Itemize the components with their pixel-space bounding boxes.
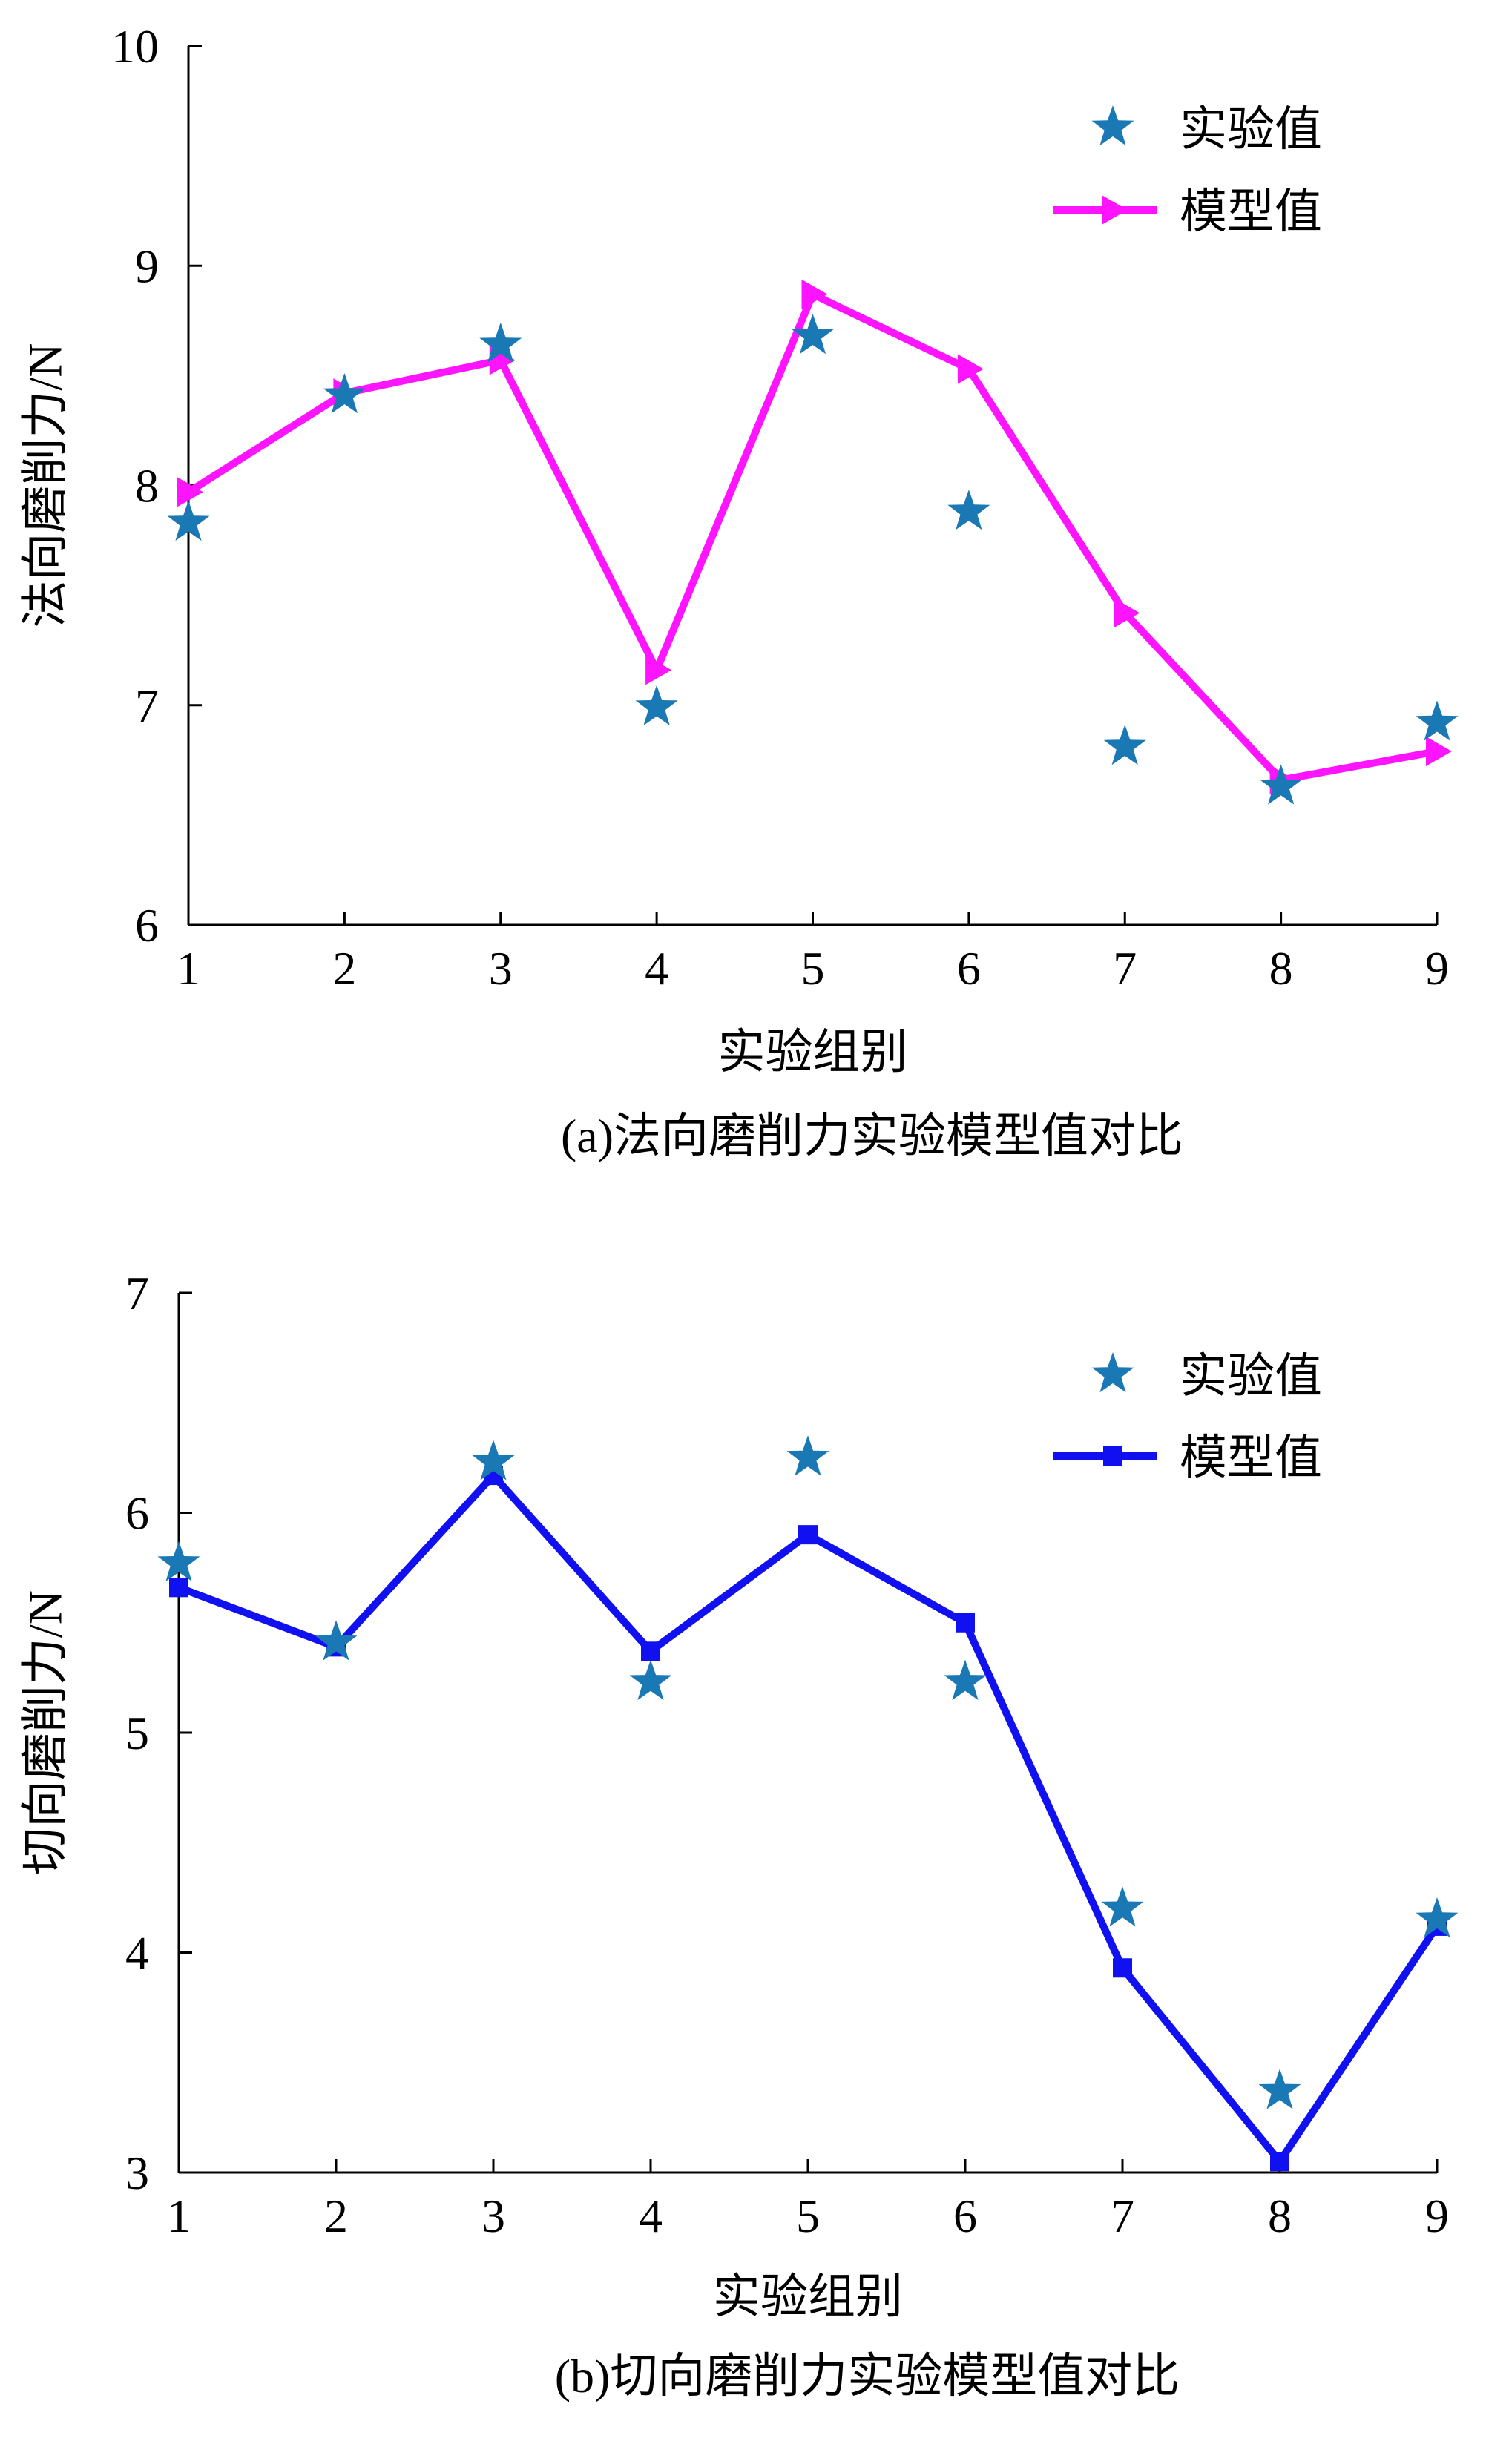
model-point: [641, 1641, 660, 1661]
model-point: [1426, 736, 1452, 766]
experimental-point: [1101, 1886, 1144, 1927]
x-tick-label: 8: [1268, 2190, 1292, 2242]
y-tick-label: 7: [125, 1267, 149, 1320]
experimental-point: [167, 500, 210, 541]
chart-caption: (a)法向磨削力实验模型值对比: [561, 1110, 1183, 1162]
experimental-point: [1260, 764, 1303, 805]
model-point: [169, 1578, 188, 1598]
series-model-line: [177, 1472, 1441, 2166]
x-tick-label: 6: [957, 942, 981, 995]
chart-caption: (b)切向磨削力实验模型值对比: [555, 2350, 1180, 2402]
experimental-point: [157, 1541, 200, 1581]
model-point: [956, 1613, 975, 1633]
series-model-line: [186, 290, 1438, 784]
experimental-point: [635, 685, 678, 725]
x-tick-label: 7: [1111, 2190, 1134, 2242]
chart-a-normal-force: 6 7 8 9 10 1 2 3 4 5 6 7 8 9 实验组别 法向磨削力/N (a)法向磨削力实验模型值对…: [19, 20, 1459, 1162]
experimental-point: [1416, 700, 1459, 741]
experimental-point: [629, 1659, 672, 1701]
y-tick-label: 6: [135, 899, 159, 952]
y-tick-label: 4: [125, 1927, 149, 1980]
y-tick-label: 3: [125, 2147, 149, 2199]
experimental-point: [323, 373, 366, 414]
legend-marker-model: [1102, 195, 1128, 225]
experimental-point: [1416, 1897, 1459, 1938]
experimental-point: [944, 1659, 987, 1701]
x-tick-label: 5: [796, 2190, 820, 2242]
y-tick-label: 7: [135, 679, 159, 732]
model-point: [177, 477, 203, 507]
legend-marker-model: [1103, 1446, 1122, 1466]
x-tick-label: 2: [324, 2190, 348, 2242]
y-tick-label: 10: [111, 20, 159, 73]
experimental-point: [479, 322, 522, 363]
chart-b-tangential-force: 3 4 5 6 7 1 2 3 4 5 6 7 8 9 实验组别 切向磨削力/N (b)切向磨削力实验模型值对比…: [19, 1267, 1459, 2402]
legend-marker-experimental: [1091, 1352, 1134, 1393]
legend-label-model: 模型值: [1180, 1432, 1322, 1484]
legend-label-experimental: 实验值: [1180, 103, 1322, 156]
y-tick-label: 9: [135, 240, 159, 292]
experimental-point: [1103, 725, 1146, 765]
x-tick-label: 7: [1113, 942, 1137, 995]
x-tick-label: 1: [177, 942, 200, 995]
experimental-point: [472, 1440, 515, 1480]
x-tick-label: 4: [639, 2190, 663, 2242]
y-tick-label: 6: [125, 1487, 149, 1540]
x-tick-label: 1: [167, 2190, 191, 2242]
y-tick-label: 5: [125, 1707, 149, 1759]
x-tick-label: 4: [645, 942, 668, 995]
legend-label-experimental: 实验值: [1180, 1350, 1322, 1403]
experimental-point: [315, 1620, 358, 1661]
y-axis-title: 切向磨削力/N: [19, 1590, 72, 1875]
model-point: [798, 1525, 818, 1545]
y-axis-title: 法向磨削力/N: [19, 343, 72, 628]
model-point: [957, 354, 984, 384]
x-tick-label: 2: [332, 942, 356, 995]
x-tick-label: 5: [801, 942, 825, 995]
model-point: [1114, 598, 1140, 628]
experimental-point: [792, 314, 834, 355]
x-axis-title: 实验组别: [713, 2270, 903, 2323]
model-point: [1113, 1958, 1132, 1978]
model-point: [1270, 2152, 1289, 2172]
x-tick-label: 3: [481, 2190, 505, 2242]
x-tick-label: 6: [953, 2190, 977, 2242]
experimental-point: [786, 1435, 829, 1476]
x-axis-title: 实验组别: [718, 1026, 908, 1078]
model-point: [801, 279, 828, 309]
legend-label-model: 模型值: [1180, 185, 1322, 238]
x-tick-label: 3: [489, 942, 513, 995]
legend-marker-experimental: [1091, 105, 1134, 146]
x-tick-label: 8: [1269, 942, 1293, 995]
experimental-point: [1258, 2069, 1301, 2109]
model-point: [645, 655, 672, 685]
experimental-point: [947, 490, 990, 530]
y-tick-label: 8: [135, 460, 159, 513]
x-tick-label: 9: [1425, 2190, 1449, 2242]
x-tick-label: 9: [1425, 942, 1449, 995]
